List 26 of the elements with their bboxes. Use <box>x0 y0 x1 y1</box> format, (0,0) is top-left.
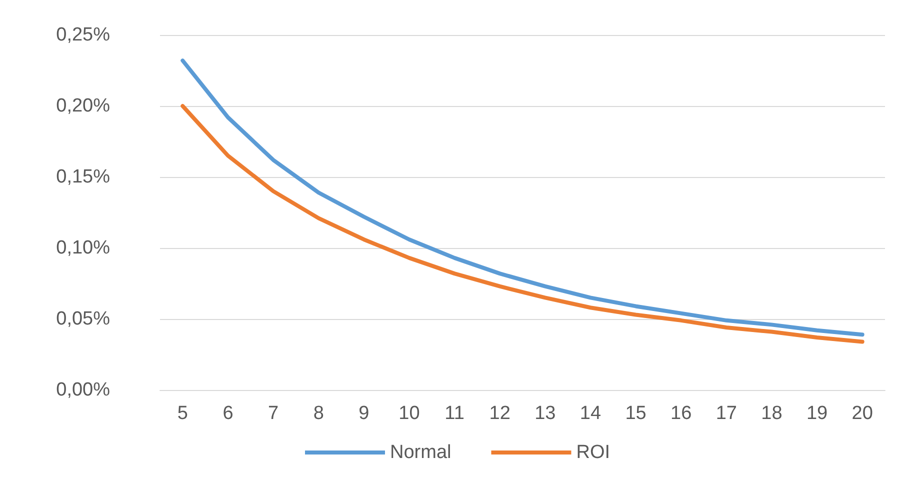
y-tick-label: 0,10% <box>56 238 110 258</box>
x-tick-label: 19 <box>806 403 828 424</box>
x-tick-label: 18 <box>761 403 782 424</box>
x-tick-label: 14 <box>580 403 602 424</box>
y-tick-label: 0,15% <box>56 166 110 188</box>
x-tick-label: 20 <box>852 403 873 424</box>
x-tick-label: 13 <box>534 403 556 424</box>
x-tick-label: 16 <box>670 403 692 424</box>
x-tick-label: 7 <box>268 403 279 424</box>
x-tick-label: 8 <box>313 403 324 424</box>
y-tick-label: 0,25% <box>56 24 110 46</box>
y-tick-label: 0,20% <box>56 96 110 116</box>
legend-label: Normal <box>390 442 452 463</box>
legend-label: ROI <box>576 442 610 463</box>
y-tick-label: 0,00% <box>56 380 110 400</box>
x-tick-label: 17 <box>716 403 737 424</box>
line-series <box>180 58 864 337</box>
y-tick-label: 0,05% <box>56 308 110 330</box>
x-tick-label: 12 <box>489 403 510 424</box>
x-tick-label: 5 <box>177 403 188 424</box>
x-tick-label: 10 <box>398 403 420 424</box>
x-tick-label: 15 <box>625 403 646 424</box>
x-tick-label: 11 <box>444 403 464 424</box>
x-tick-label: 6 <box>222 403 234 424</box>
x-tick-label: 9 <box>358 403 370 424</box>
line-series <box>180 104 864 344</box>
